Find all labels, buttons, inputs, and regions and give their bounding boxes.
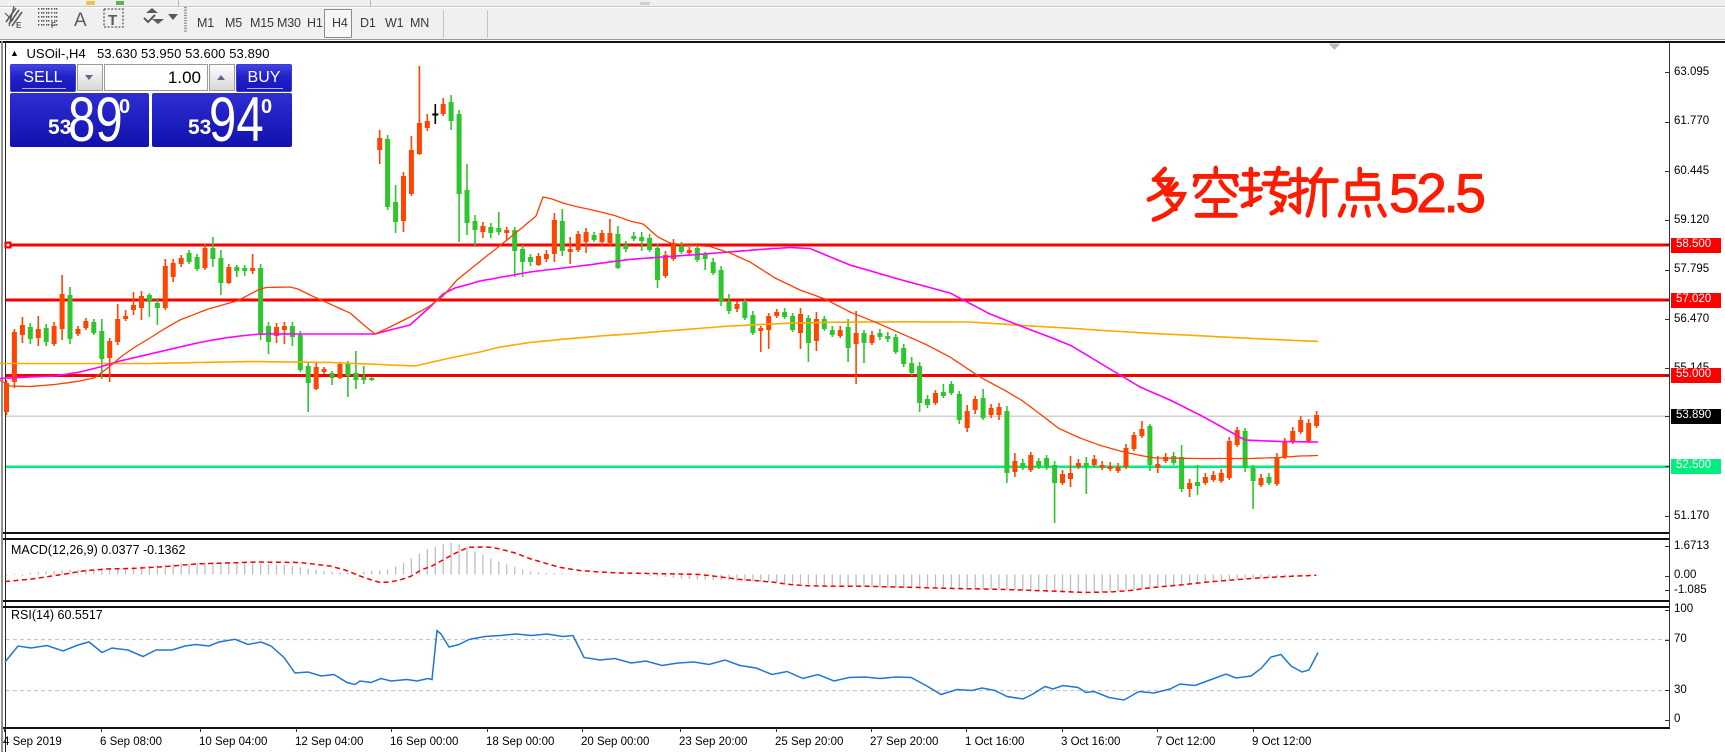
svg-text:0: 0 — [261, 96, 272, 118]
svg-text:52.5: 52.5 — [1389, 162, 1486, 224]
svg-text:A: A — [74, 10, 87, 31]
svg-text:F: F — [51, 21, 56, 30]
svg-text:89: 89 — [68, 84, 123, 154]
svg-text:94: 94 — [209, 84, 264, 154]
svg-text:53: 53 — [188, 116, 211, 139]
svg-text:0: 0 — [119, 96, 130, 118]
svg-text:T: T — [108, 12, 117, 29]
svg-text:E: E — [16, 21, 22, 30]
svg-text:53: 53 — [48, 116, 71, 139]
